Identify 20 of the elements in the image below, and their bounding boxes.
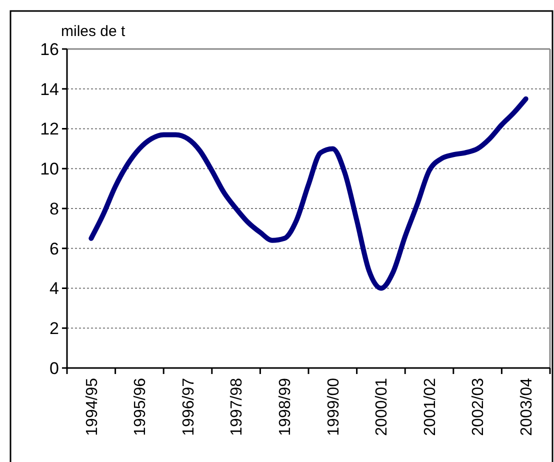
x-tick-label: 1997/98 [228,378,246,436]
y-tick-label: 16 [40,40,59,59]
y-tick-label: 2 [50,319,59,338]
x-tick-label: 1998/99 [276,378,294,436]
y-tick-label: 4 [50,279,59,298]
x-tick-label: 2001/02 [422,378,439,436]
x-tick-label: 1995/96 [132,378,150,436]
x-tick-label: 2000/01 [374,378,391,436]
x-tick-label: 1999/00 [325,378,342,436]
y-tick-label: 0 [50,358,59,378]
y-tick-label: 8 [50,199,59,218]
y-tick-label: 10 [40,160,59,179]
x-tick-label: 1996/97 [180,378,198,436]
x-tick-label: 2002/03 [470,378,488,436]
y-axis-title: miles de t [61,23,126,40]
x-tick-label: 2003/04 [518,378,536,436]
y-tick-label: 12 [40,120,59,139]
x-tick-label: 1994/95 [84,378,101,436]
y-tick-label: 6 [50,239,59,258]
y-tick-label: 14 [40,80,59,99]
